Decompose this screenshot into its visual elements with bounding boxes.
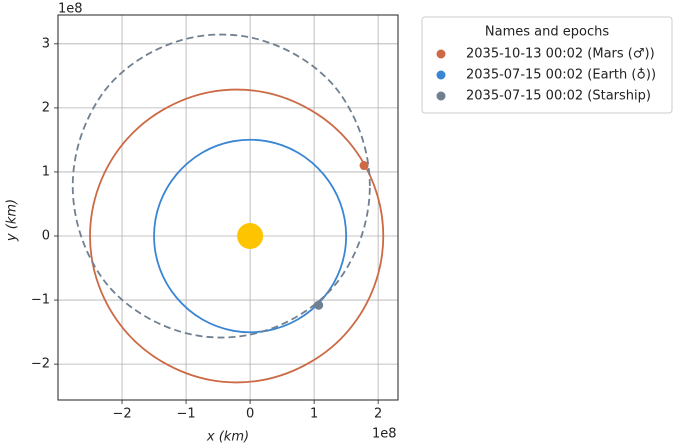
position-marker — [314, 300, 324, 310]
legend-label: 2035-10-13 00:02 (Mars (♂)) — [466, 47, 655, 62]
y-tick-label: 3 — [42, 36, 50, 51]
x-offset-label: 1e8 — [372, 427, 397, 442]
y-tick-label: −2 — [31, 357, 50, 372]
y-tick-label: 1 — [42, 164, 50, 179]
orbit-line — [89, 88, 385, 384]
legend-marker — [436, 70, 446, 80]
x-tick-label: −2 — [112, 407, 131, 422]
plot-frame — [57, 14, 399, 401]
legend-label: 2035-07-15 00:02 (Starship) — [466, 89, 651, 104]
x-axis-label: x (km) — [206, 430, 249, 445]
y-tick-label: −1 — [31, 293, 50, 308]
legend-label: 2035-07-15 00:02 (Earth (♁)) — [466, 68, 656, 83]
x-tick-label: 2 — [374, 407, 382, 422]
orbit-line — [153, 138, 348, 334]
y-tick-label: 0 — [42, 229, 50, 244]
x-tick-label: 1 — [310, 407, 318, 422]
position-marker — [359, 161, 369, 171]
orbit-line — [71, 33, 371, 339]
x-tick-label: −1 — [176, 407, 195, 422]
legend-box — [421, 16, 673, 114]
y-tick-label: 2 — [42, 100, 50, 115]
legend-marker — [436, 91, 446, 101]
y-axis-label: y (km) — [5, 199, 20, 242]
x-tick-label: 0 — [246, 407, 254, 422]
sun-marker — [237, 223, 264, 250]
legend-marker — [436, 49, 446, 59]
y-offset-label: 1e8 — [58, 2, 83, 17]
legend-title: Names and epochs — [485, 25, 609, 40]
